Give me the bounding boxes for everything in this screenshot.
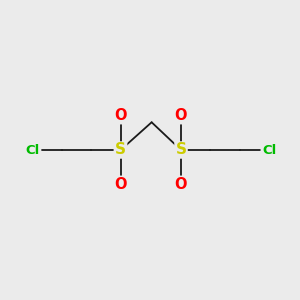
Text: Cl: Cl [26,143,40,157]
Text: O: O [175,177,187,192]
Text: O: O [175,108,187,123]
Text: S: S [176,142,187,158]
Text: Cl: Cl [262,143,276,157]
Text: O: O [114,177,127,192]
Text: O: O [114,108,127,123]
Text: S: S [115,142,126,158]
